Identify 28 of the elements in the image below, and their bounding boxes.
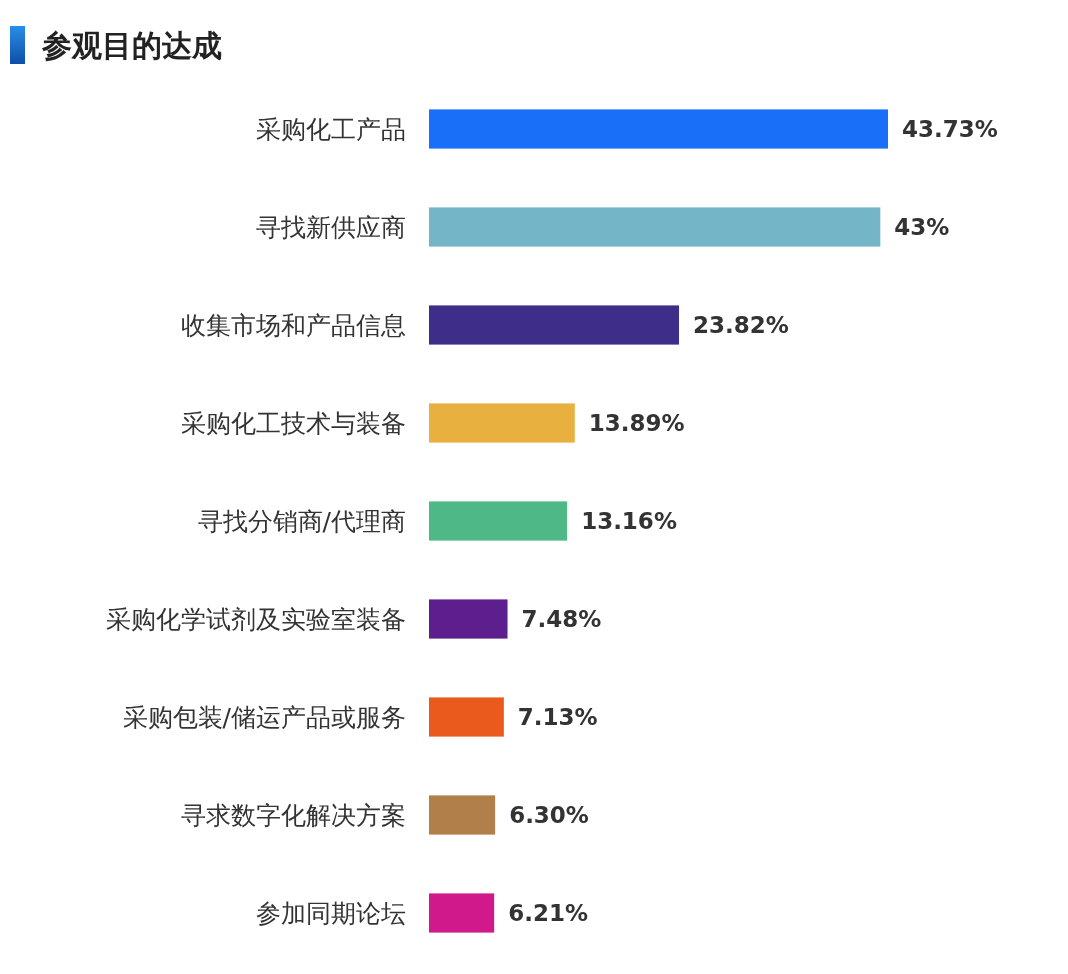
y-tick-label: 采购化学试剂及实验室装备 [106,605,406,634]
y-tick-label: 采购包装/储运产品或服务 [122,703,406,732]
data-label: 13.16% [581,508,677,534]
bar [429,207,881,247]
data-label: 23.82% [693,312,789,338]
data-label: 7.48% [521,606,602,632]
bar [429,599,508,639]
bar [429,697,504,737]
bar [429,501,568,541]
bar [429,403,575,443]
text: 参观目的达成 [41,28,222,63]
data-label: 43% [894,214,950,240]
y-tick-label: 寻找分销商/代理商 [197,507,406,536]
y-tick-label: 寻求数字化解决方案 [181,801,406,830]
y-tick-label: 参加同期论坛 [256,899,406,928]
data-label: 6.30% [509,802,589,828]
y-tick-label: 收集市场和产品信息 [181,311,406,340]
bar [429,109,888,149]
y-tick-label: 寻找新供应商 [256,213,406,242]
bar [429,305,680,345]
y-tick-label: 采购化工技术与装备 [181,409,406,438]
data-label: 6.21% [508,900,588,926]
data-label: 43.73% [902,116,998,142]
bar [429,893,495,933]
bar [429,795,496,835]
y-tick-label: 采购化工产品 [256,115,406,144]
data-label: 7.13% [517,704,598,730]
data-label: 13.89% [588,410,685,436]
